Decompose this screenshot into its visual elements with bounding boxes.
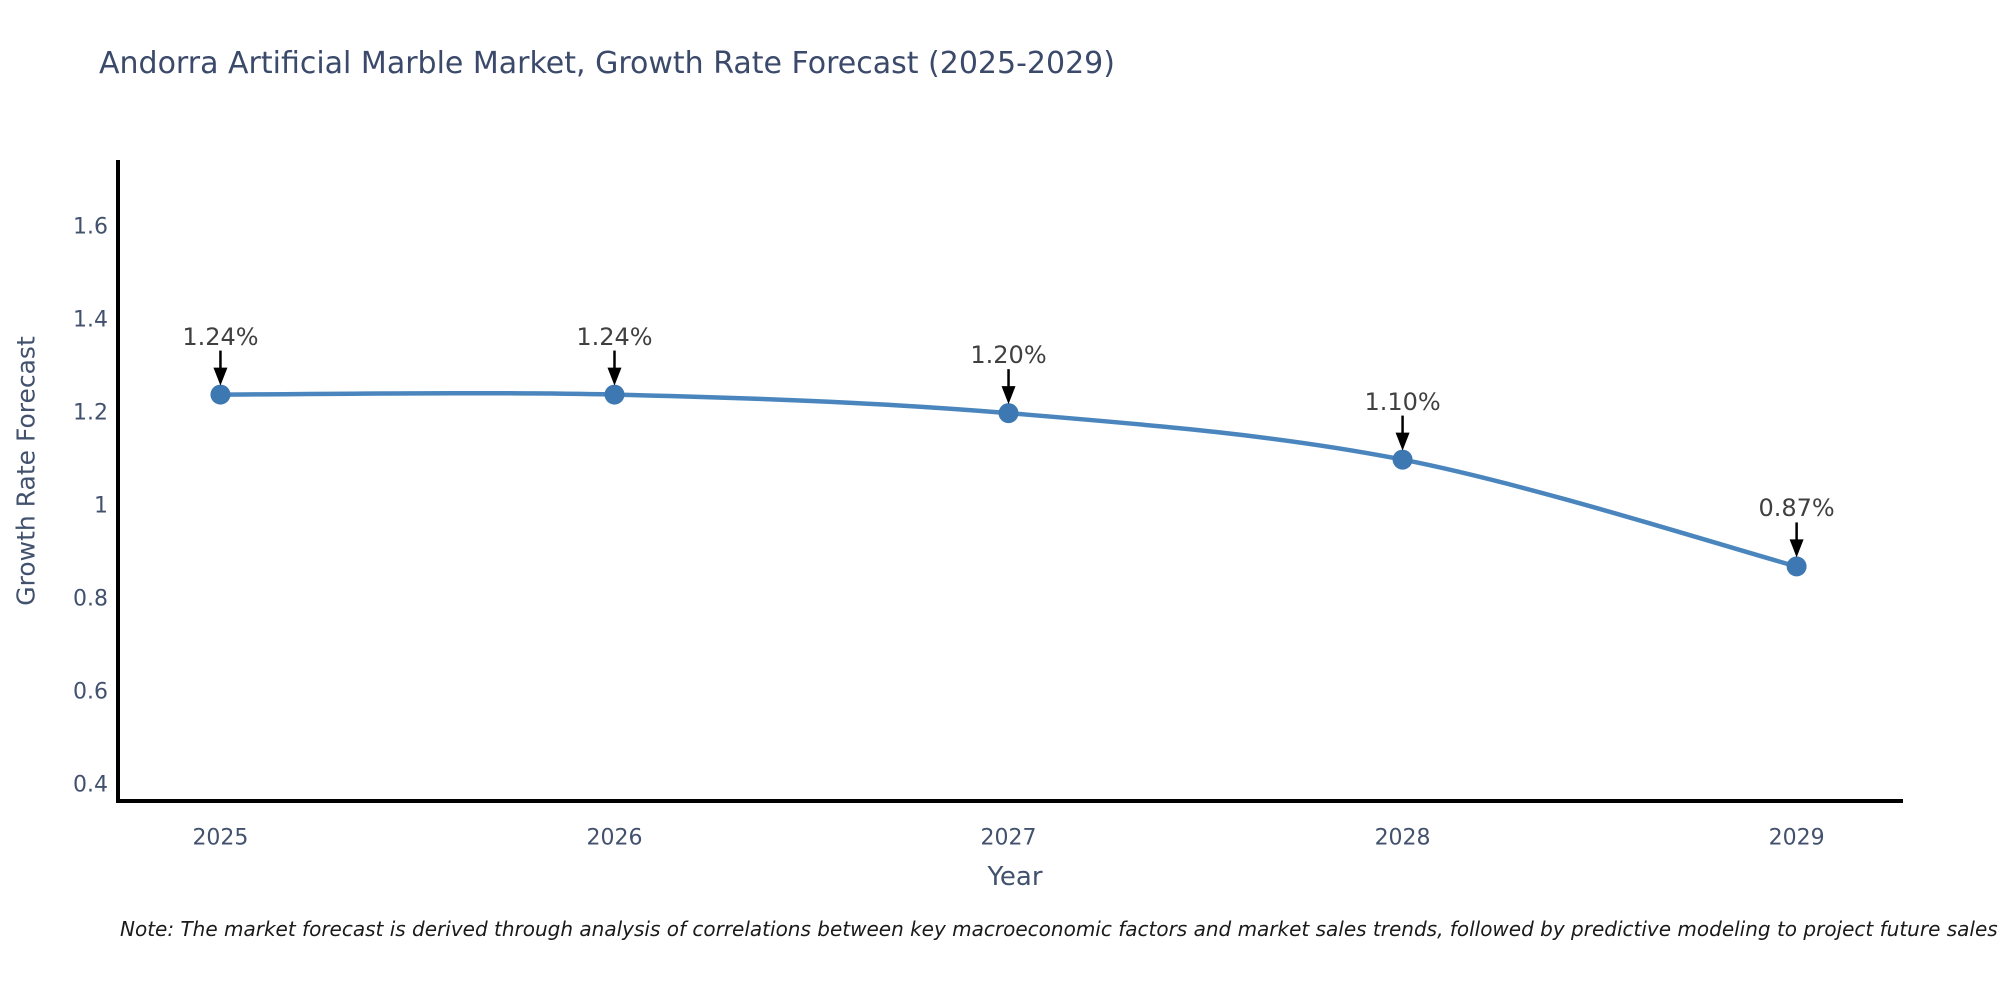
y-tick-label: 1.4: [73, 307, 108, 333]
x-tick-label: 2025: [192, 825, 249, 851]
annotation-label: 1.20%: [970, 341, 1047, 370]
y-axis-title: Growth Rate Forecast: [11, 336, 41, 606]
annotation-label: 1.10%: [1364, 387, 1441, 416]
x-tick-label: 2029: [1768, 825, 1825, 851]
y-tick-label: 0.6: [73, 679, 108, 705]
x-tick-label: 2028: [1374, 825, 1431, 851]
y-tick-label: 1: [94, 493, 108, 519]
annotation-label: 1.24%: [182, 322, 259, 351]
annotation-arrowhead: [1395, 432, 1410, 451]
annotation-label: 1.24%: [576, 322, 653, 351]
annotation-label: 0.87%: [1758, 494, 1835, 523]
data-point-marker: [210, 384, 231, 405]
annotation-arrowhead: [1789, 539, 1804, 558]
chart-title: Andorra Artificial Marble Market, Growth…: [99, 46, 1115, 81]
x-tick-label: 2026: [586, 825, 643, 851]
y-tick-label: 0.4: [73, 772, 108, 798]
x-tick-label: 2027: [980, 825, 1037, 851]
annotation-arrowhead: [607, 367, 622, 386]
y-tick-label: 1.6: [73, 214, 108, 240]
data-point-marker: [998, 403, 1019, 424]
data-point-marker: [1392, 449, 1413, 470]
footnote: Note: The market forecast is derived thr…: [120, 917, 1998, 941]
data-point-marker: [1786, 556, 1807, 577]
annotation-arrowhead: [1001, 386, 1016, 405]
x-axis-title: Year: [987, 862, 1043, 892]
data-point-marker: [604, 384, 625, 405]
y-tick-label: 1.2: [73, 400, 108, 426]
y-tick-label: 0.8: [73, 586, 108, 612]
annotation-arrowhead: [213, 367, 228, 386]
